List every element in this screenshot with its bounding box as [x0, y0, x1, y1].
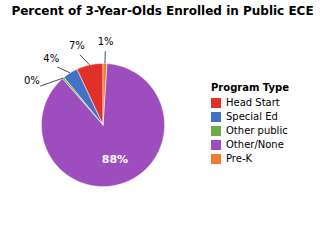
svg-text:88%: 88%	[102, 153, 128, 166]
svg-text:4%: 4%	[43, 53, 59, 64]
svg-text:1%: 1%	[98, 36, 114, 47]
html-text:Special Ed: Special Ed	[226, 111, 278, 122]
html-text:Percent of 3-Year-Olds Enrolle: Percent of 3-Year-Olds Enrolled in Publi…	[11, 4, 314, 18]
svg-text:0%: 0%	[24, 75, 40, 86]
html-text:Pre-K: Pre-K	[226, 153, 253, 164]
html-text:Other/None: Other/None	[226, 139, 284, 150]
html-text:Program Type: Program Type	[211, 82, 289, 93]
html-text:Other public: Other public	[226, 125, 288, 136]
svg-text:7%: 7%	[69, 40, 85, 51]
html-text:Head Start: Head Start	[226, 97, 280, 108]
